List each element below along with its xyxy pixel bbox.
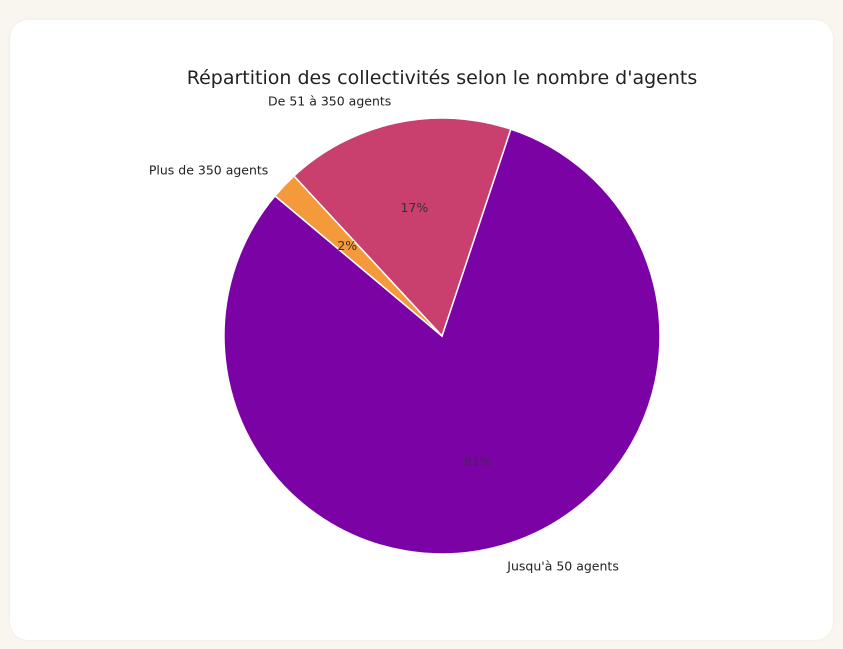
percent-label-3: 2% <box>337 238 357 253</box>
chart-title: Répartition des collectivités selon le n… <box>187 67 698 89</box>
category-label-2: De 51 à 350 agents <box>268 94 391 109</box>
percent-label-1: 81% <box>464 454 492 469</box>
pie-slice-1 <box>223 128 661 555</box>
percent-label-2: 17% <box>400 200 428 215</box>
pie-slice-2 <box>292 117 512 338</box>
pie-slice-3 <box>273 174 443 337</box>
category-label-1: Jusqu'à 50 agents <box>506 559 619 574</box>
pie-slices <box>223 117 661 555</box>
category-labels: Jusqu'à 50 agents De 51 à 350 agents Plus … <box>149 94 619 574</box>
category-label-3: Plus de 350 agents <box>149 163 268 178</box>
percent-labels: 81% 17% 2% <box>337 200 491 469</box>
